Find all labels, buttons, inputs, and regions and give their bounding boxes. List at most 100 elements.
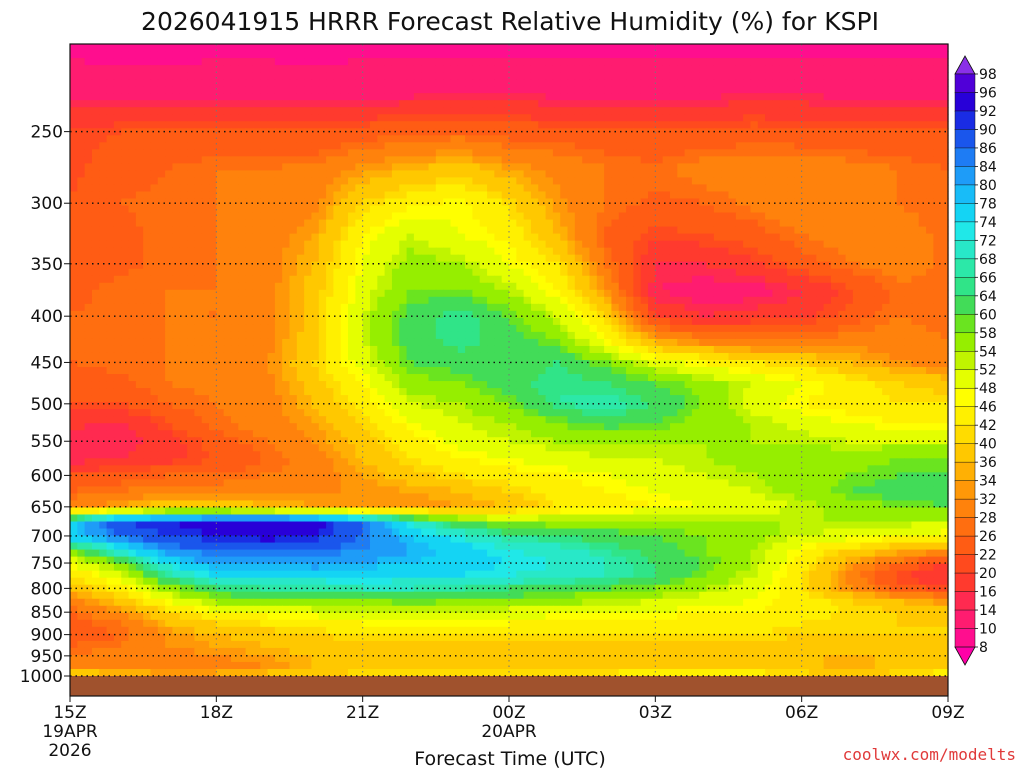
rh-cell [406, 100, 415, 108]
rh-cell [669, 86, 678, 94]
rh-cell [735, 205, 744, 214]
rh-cell [179, 100, 188, 108]
rh-cell [582, 219, 591, 228]
rh-cell [289, 261, 298, 270]
rh-cell [84, 275, 93, 284]
rh-cell [457, 191, 466, 200]
rh-cell [721, 296, 730, 305]
rh-cell [216, 247, 225, 256]
rh-cell [150, 58, 159, 66]
rh-cell [413, 261, 422, 270]
rh-cell [699, 268, 708, 277]
rh-cell [172, 282, 181, 291]
rh-cell [99, 51, 108, 59]
rh-cell [223, 72, 232, 80]
rh-cell [662, 191, 671, 200]
rh-cell [728, 303, 737, 312]
rh-cell [209, 121, 217, 129]
rh-cell [318, 212, 327, 221]
rh-cell [348, 240, 356, 249]
rh-cell [487, 93, 495, 101]
rh-cell [874, 310, 883, 319]
rh-cell [348, 51, 356, 59]
rh-cell [787, 268, 795, 277]
rh-cell [904, 226, 913, 235]
rh-cell [406, 324, 415, 333]
rh-cell [677, 156, 686, 164]
rh-cell [604, 212, 613, 221]
rh-cell [252, 310, 261, 319]
rh-cell [450, 79, 459, 87]
rh-cell [706, 65, 715, 73]
rh-cell [633, 282, 642, 291]
rh-cell [70, 44, 78, 52]
rh-cell [326, 44, 334, 52]
rh-cell [479, 58, 488, 66]
rh-cell [391, 254, 400, 263]
rh-cell [494, 219, 503, 228]
rh-cell [889, 44, 898, 52]
rh-cell [830, 289, 839, 298]
rh-cell [940, 142, 949, 150]
rh-cell [787, 310, 795, 319]
rh-cell [260, 282, 269, 291]
rh-cell [933, 177, 942, 186]
rh-cell [801, 247, 810, 256]
rh-cell [918, 247, 927, 256]
rh-cell [940, 65, 949, 73]
rh-cell [369, 156, 378, 164]
rh-cell [223, 233, 232, 242]
rh-cell [830, 100, 839, 108]
rh-cell [574, 44, 583, 52]
rh-cell [509, 163, 517, 171]
rh-cell [435, 240, 444, 249]
rh-cell [384, 163, 393, 171]
rh-cell [589, 289, 598, 298]
rh-cell [289, 72, 298, 80]
rh-cell [545, 254, 554, 263]
rh-cell [845, 317, 854, 326]
rh-cell [209, 324, 217, 333]
rh-cell [428, 212, 437, 221]
rh-cell [165, 100, 174, 108]
rh-cell [362, 142, 371, 150]
rh-cell [472, 107, 481, 115]
rh-cell [779, 205, 788, 214]
rh-cell [106, 275, 115, 284]
rh-cell [84, 247, 93, 256]
rh-cell [391, 317, 400, 326]
rh-cell [91, 142, 100, 150]
rh-cell [201, 156, 210, 164]
rh-cell [904, 261, 913, 270]
rh-cell [289, 268, 298, 277]
rh-cell [852, 275, 861, 284]
rh-cell [823, 142, 832, 150]
rh-cell [289, 198, 298, 207]
rh-cell [728, 219, 737, 228]
rh-cell [596, 86, 605, 94]
rh-cell [143, 149, 152, 157]
rh-cell [896, 198, 905, 207]
rh-cell [377, 170, 386, 179]
rh-cell [662, 247, 671, 256]
rh-cell [384, 317, 393, 326]
rh-cell [450, 58, 459, 66]
rh-cell [926, 240, 934, 249]
rh-cell [626, 163, 634, 171]
rh-cell [940, 296, 949, 305]
rh-cell [911, 72, 920, 80]
rh-cell [918, 268, 927, 277]
rh-cell [113, 93, 122, 101]
rh-cell [743, 212, 752, 221]
rh-cell [560, 135, 569, 143]
rh-cell [406, 142, 415, 150]
rh-cell [391, 142, 400, 150]
rh-cell [794, 296, 803, 305]
rh-cell [772, 121, 781, 129]
rh-cell [384, 303, 393, 312]
rh-cell [721, 205, 730, 214]
rh-cell [106, 79, 115, 87]
rh-cell [626, 107, 634, 115]
rh-cell [545, 198, 554, 207]
rh-cell [838, 247, 847, 256]
